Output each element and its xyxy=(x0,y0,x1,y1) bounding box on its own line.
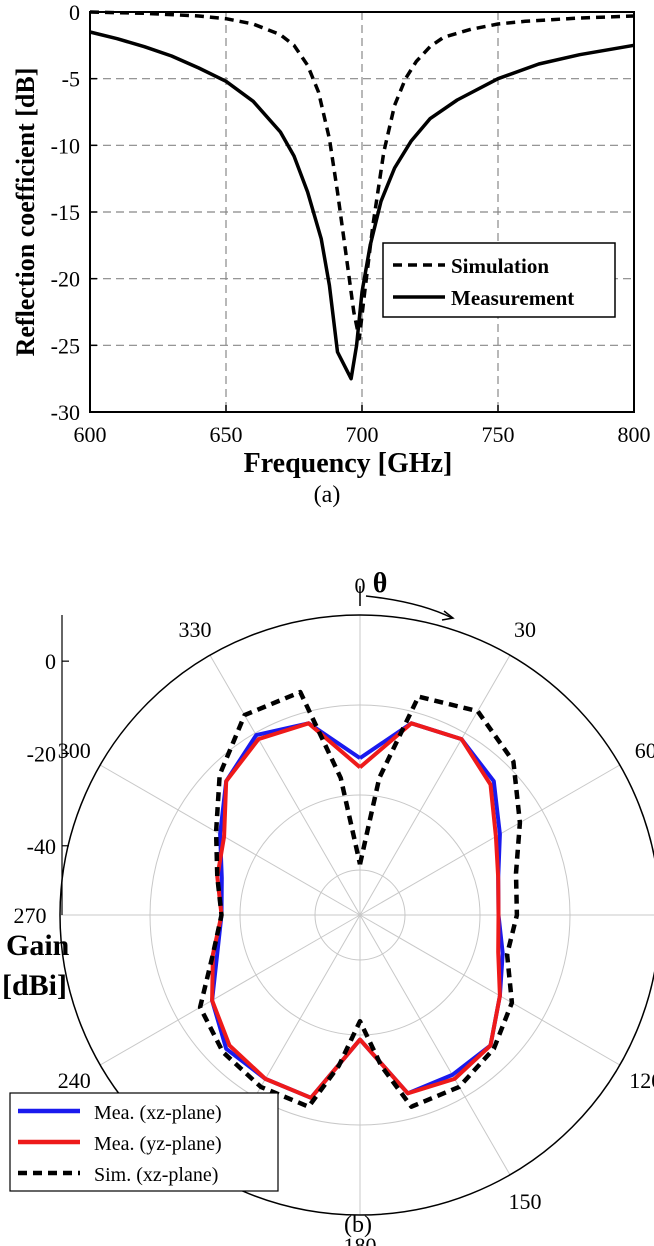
chart-a-legend-label: Simulation xyxy=(451,254,549,278)
chart-a-legend-box xyxy=(382,242,616,318)
chart-b-angle-labels: 0306090120150180240270300330 xyxy=(14,573,654,1246)
chart-a-grid xyxy=(90,12,634,412)
chart-a-x-tick-label: 800 xyxy=(618,422,651,447)
chart-b-angle-label: 300 xyxy=(58,738,91,763)
chart-a-x-tick-label: 750 xyxy=(482,422,515,447)
chart-b-grid-spoke xyxy=(99,764,361,916)
chart-b-angle-label: 330 xyxy=(179,617,212,642)
theta-rotation-arrow-icon xyxy=(365,595,453,619)
chart-b-legend-label: Mea. (yz-plane) xyxy=(94,1133,222,1155)
chart-b-angle-label: 270 xyxy=(14,903,47,928)
chart-a-y-tick-label: -5 xyxy=(62,67,80,92)
chart-a-y-tick-label: -20 xyxy=(51,267,80,292)
chart-b-angle-label: 120 xyxy=(629,1068,654,1093)
chart-b-radial-label-line-1: Gain xyxy=(6,929,70,962)
chart-a-y-axis-label: Reflection coefficient [dB] xyxy=(11,68,40,357)
chart-b-legend: Mea. (xz-plane) Mea. (yz-plane) Sim. (xz-p… xyxy=(9,1092,279,1192)
chart-b-polar-grid xyxy=(59,614,654,1216)
chart-b-caption: (b) xyxy=(344,1212,372,1238)
chart-a-y-tick-label: 0 xyxy=(69,0,80,25)
chart-b-angle-label: 180 xyxy=(344,1233,377,1246)
chart-b-radial-tick-label: 0 xyxy=(45,649,56,674)
chart-b-radial-axis: 0 -20 -40 xyxy=(27,615,69,915)
theta-arrow-head-icon xyxy=(441,610,455,621)
chart-b-legend-label: Mea. (xz-plane) xyxy=(94,1102,222,1124)
chart-a-x-tick-label: 600 xyxy=(74,422,107,447)
chart-b-grid-spoke xyxy=(359,764,621,916)
chart-a-series-measurement xyxy=(89,30,635,381)
chart-a-y-tick-label: -30 xyxy=(51,400,80,425)
chart-b-series-mea-yz xyxy=(210,721,502,1100)
chart-b-angle-label: 30 xyxy=(514,617,536,642)
chart-b-angle-label: 240 xyxy=(58,1068,91,1093)
chart-a-caption: (a) xyxy=(314,482,341,508)
chart-a-y-tick-label: -15 xyxy=(51,200,80,225)
chart-a-legend-label: Measurement xyxy=(451,286,574,310)
chart-a-legend: Simulation Measurement xyxy=(382,242,616,318)
chart-b-angle-label: 150 xyxy=(509,1189,542,1214)
chart-b-grid-spoke xyxy=(359,914,621,1066)
chart-b-radial-label-line-2: [dBi] xyxy=(2,969,67,1002)
gain-polar-chart: 0306090120150180240270300330 0-20-40 θ G… xyxy=(2,568,654,1246)
chart-a-x-tick-label: 650 xyxy=(210,422,243,447)
chart-b-grid-spoke xyxy=(359,654,511,916)
chart-b-radial-tick-label: -40 xyxy=(27,834,56,859)
chart-b-outer-circle xyxy=(59,614,654,1216)
reflection-coefficient-chart: 600 650 700 750 800 0 -5 -10 -15 -20 -25 -30 Reflec… xyxy=(11,0,651,508)
chart-b-grid-spoke xyxy=(99,914,361,1066)
chart-a-ticks: 600 650 700 750 800 0 -5 -10 -15 -20 -25 -30 xyxy=(51,0,651,447)
chart-b-angle-label: 0 xyxy=(355,573,366,598)
chart-b-radial-tick-label: -20 xyxy=(27,741,56,766)
theta-symbol: θ xyxy=(373,568,388,599)
chart-b-grid-spoke xyxy=(359,914,511,1176)
chart-a-y-tick-label: -25 xyxy=(51,333,80,358)
chart-b-legend-label: Sim. (xz-plane) xyxy=(94,1164,218,1186)
chart-b-theta-indicator: θ xyxy=(359,568,455,621)
chart-a-x-tick-label: 700 xyxy=(346,422,379,447)
chart-a-y-tick-label: -10 xyxy=(51,133,80,158)
chart-b-series xyxy=(197,689,523,1109)
chart-b-series-sim-xz xyxy=(197,689,523,1109)
chart-b-angle-label: 60 xyxy=(635,738,654,763)
chart-a-series-simulation xyxy=(89,10,635,341)
chart-a-series xyxy=(89,10,635,381)
chart-a-x-axis-label: Frequency [GHz] xyxy=(244,448,453,479)
chart-b-grid-spoke xyxy=(209,654,361,916)
